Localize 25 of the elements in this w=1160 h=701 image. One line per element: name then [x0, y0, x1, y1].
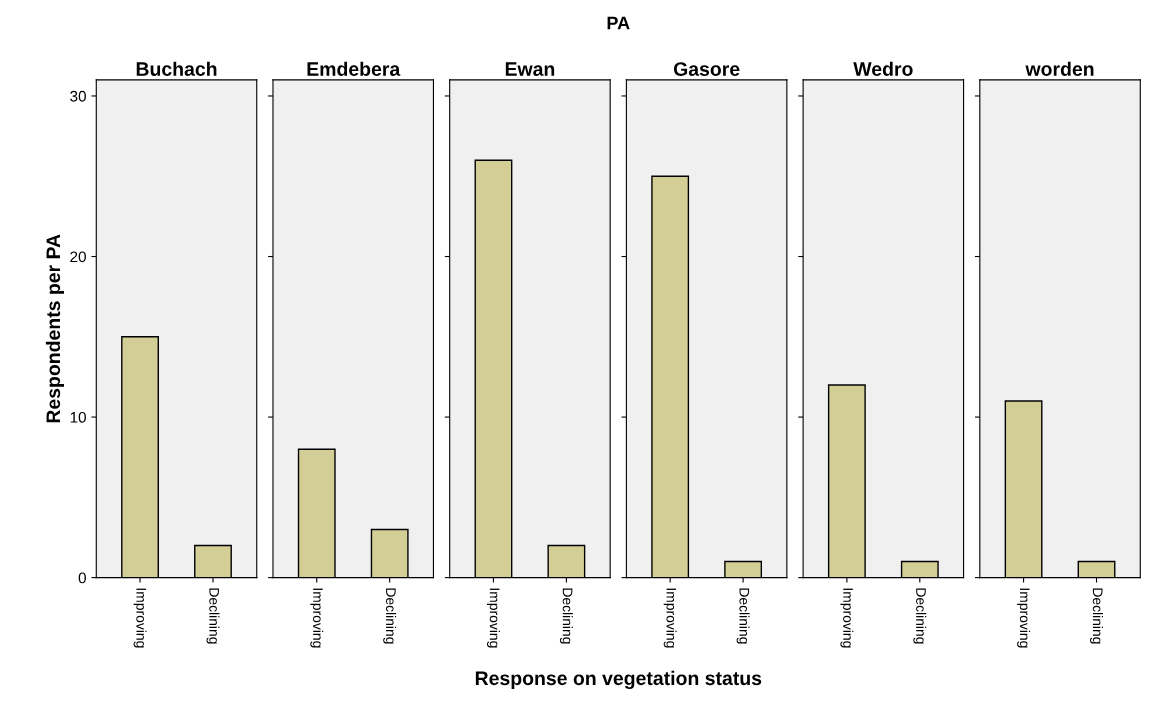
- x-tick-label: Declining: [1090, 588, 1103, 644]
- y-tick-label: 20: [70, 251, 86, 263]
- x-tick-label: Declining: [736, 588, 750, 644]
- x-tick-label: Improving: [310, 588, 324, 648]
- text: Response on vegetation status: [475, 670, 762, 690]
- x-tick-label: Improving: [486, 588, 500, 648]
- x-tick-label: Improving: [133, 588, 147, 648]
- chart-title: Emdebera: [307, 61, 401, 76]
- chart-title: Buchach: [136, 61, 217, 76]
- y-tick-label: 10: [70, 411, 86, 423]
- x-tick-label: Declining: [559, 588, 573, 644]
- y-tick-label: 30: [70, 90, 86, 102]
- y-axis-title: Respondents per PA: [45, 234, 65, 423]
- y-tick-label: 0: [78, 572, 86, 584]
- x-tick-label: Improving: [840, 588, 854, 648]
- chart-title: worden: [1025, 61, 1094, 76]
- x-tick-label: Improving: [1017, 588, 1031, 648]
- chart-title: Ewan: [505, 62, 555, 76]
- text: PA: [607, 16, 630, 30]
- x-tick-label: Improving: [663, 588, 677, 648]
- x-tick-label: Declining: [913, 588, 927, 644]
- chart-title: Gasore: [673, 62, 740, 76]
- chart-title: Wedro: [853, 61, 913, 76]
- x-tick-label: Declining: [206, 588, 220, 644]
- x-tick-label: Declining: [383, 588, 397, 644]
